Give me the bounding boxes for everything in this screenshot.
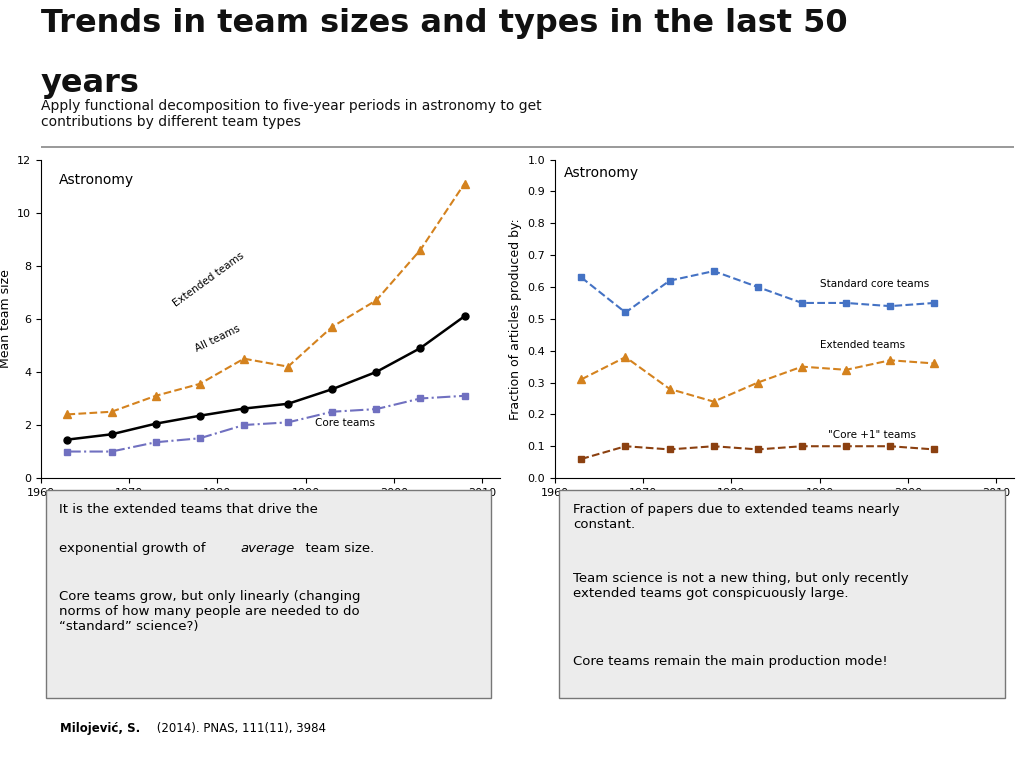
- Y-axis label: Mean team size: Mean team size: [0, 270, 11, 369]
- Text: Team science is not a new thing, but only recently
extended teams got conspicuou: Team science is not a new thing, but onl…: [573, 572, 909, 600]
- Text: Core teams remain the main production mode!: Core teams remain the main production mo…: [573, 654, 888, 667]
- Text: exponential growth of: exponential growth of: [59, 541, 210, 554]
- Text: Fraction of papers due to extended teams nearly
constant.: Fraction of papers due to extended teams…: [573, 503, 900, 531]
- Text: Astronomy: Astronomy: [564, 166, 639, 180]
- Text: Extended teams: Extended teams: [819, 339, 905, 349]
- Text: Trends in team sizes and types in the last 50: Trends in team sizes and types in the la…: [41, 8, 848, 38]
- Text: Astronomy: Astronomy: [58, 173, 134, 187]
- Text: years: years: [41, 68, 140, 100]
- X-axis label: Year: Year: [771, 503, 798, 516]
- Text: All teams: All teams: [194, 323, 242, 353]
- X-axis label: Year: Year: [257, 503, 284, 516]
- Text: Extended teams: Extended teams: [171, 250, 246, 308]
- Text: It is the extended teams that drive the: It is the extended teams that drive the: [59, 503, 318, 515]
- Text: Core teams: Core teams: [314, 419, 375, 429]
- Text: team size.: team size.: [297, 541, 374, 554]
- Text: average: average: [241, 541, 295, 554]
- Text: Core teams grow, but only linearly (changing
norms of how many people are needed: Core teams grow, but only linearly (chan…: [59, 590, 360, 633]
- Y-axis label: Fraction of articles produced by:: Fraction of articles produced by:: [509, 218, 522, 420]
- Text: Apply functional decomposition to five-year periods in astronomy to get
contribu: Apply functional decomposition to five-y…: [41, 99, 542, 129]
- Text: "Core +1" teams: "Core +1" teams: [828, 430, 916, 440]
- Text: Milojević, S.: Milojević, S.: [60, 723, 140, 735]
- Text: Standard core teams: Standard core teams: [819, 279, 929, 289]
- FancyBboxPatch shape: [559, 490, 1005, 698]
- FancyBboxPatch shape: [45, 490, 490, 698]
- Text: (2014). PNAS, 111(11), 3984: (2014). PNAS, 111(11), 3984: [153, 723, 326, 735]
